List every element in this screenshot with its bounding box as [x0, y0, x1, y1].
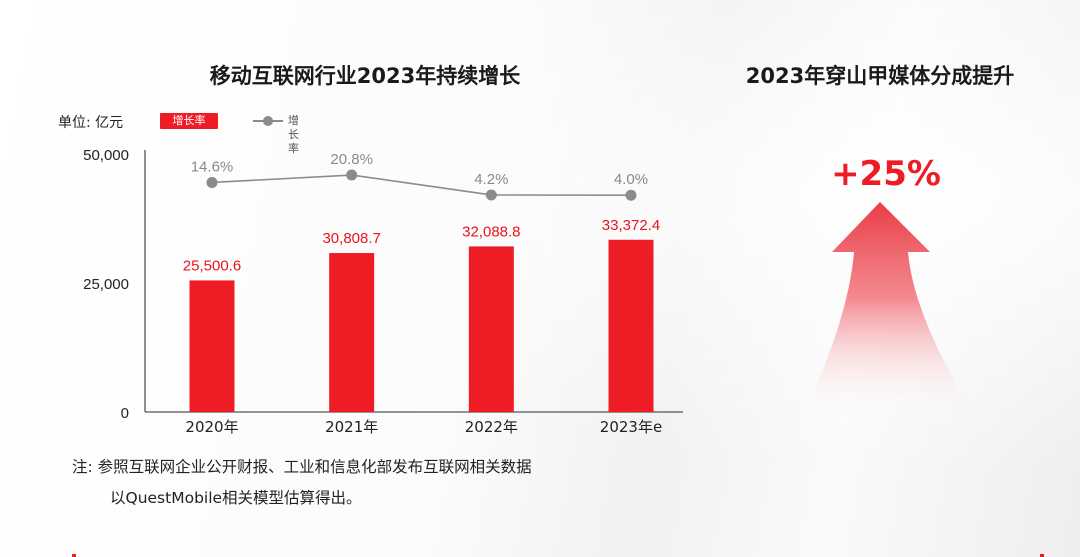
legend-bar-label: 增长率 — [172, 114, 206, 127]
growth-arrow-icon — [790, 190, 990, 430]
bar-value-label: 25,500.6 — [183, 257, 241, 274]
growth-rate-label: 4.0% — [614, 171, 648, 188]
bar-value-label: 33,372.4 — [602, 217, 660, 234]
edge-mark-right — [1040, 554, 1044, 557]
growth-rate-point — [206, 176, 218, 188]
bar — [189, 280, 235, 412]
right-panel-title: 2023年穿山甲媒体分成提升 — [745, 64, 1015, 88]
unit-label: 单位: 亿元 — [58, 115, 124, 131]
bar — [468, 246, 514, 412]
footnote-line-1: 注: 参照互联网企业公开财报、工业和信息化部发布互联网相关数据 — [72, 458, 532, 476]
x-tick-label: 2020年 — [185, 418, 238, 436]
bar-value-label: 30,808.7 — [322, 230, 380, 247]
growth-rate-label: 4.2% — [474, 171, 508, 188]
edge-mark-left — [72, 554, 76, 557]
y-tick-label: 25,000 — [83, 276, 129, 293]
y-tick-label: 0 — [121, 405, 129, 422]
x-tick-label: 2023年e — [600, 418, 662, 436]
bar-value-label: 32,088.8 — [462, 223, 520, 240]
bar — [329, 253, 375, 412]
growth-rate-label: 14.6% — [191, 158, 234, 175]
x-tick-label: 2022年 — [465, 418, 518, 436]
legend-bar-swatch — [160, 113, 218, 129]
growth-rate-point — [485, 189, 497, 201]
footnote-line-2: 以QuestMobile相关模型估算得出。 — [110, 489, 362, 507]
legend-line-swatch — [253, 114, 283, 128]
footnote: 注: 参照互联网企业公开财报、工业和信息化部发布互联网相关数据 以QuestMo… — [72, 452, 532, 514]
legend-line-label: 增长率 — [288, 114, 299, 155]
growth-rate-line — [211, 174, 632, 196]
growth-rate-point — [625, 189, 637, 201]
y-tick-label: 50,000 — [83, 147, 129, 164]
bar-line-chart: 0 25,000 50,000 25,500.6 2020年 30,808.7 2021年 3… — [83, 147, 683, 436]
growth-rate-label: 20.8% — [330, 151, 373, 168]
chart-title: 移动互联网行业2023年持续增长 — [209, 64, 521, 88]
x-tick-label: 2021年 — [325, 418, 378, 436]
bar — [608, 239, 654, 412]
growth-value: +25% — [831, 154, 941, 194]
growth-rate-point — [346, 169, 358, 181]
